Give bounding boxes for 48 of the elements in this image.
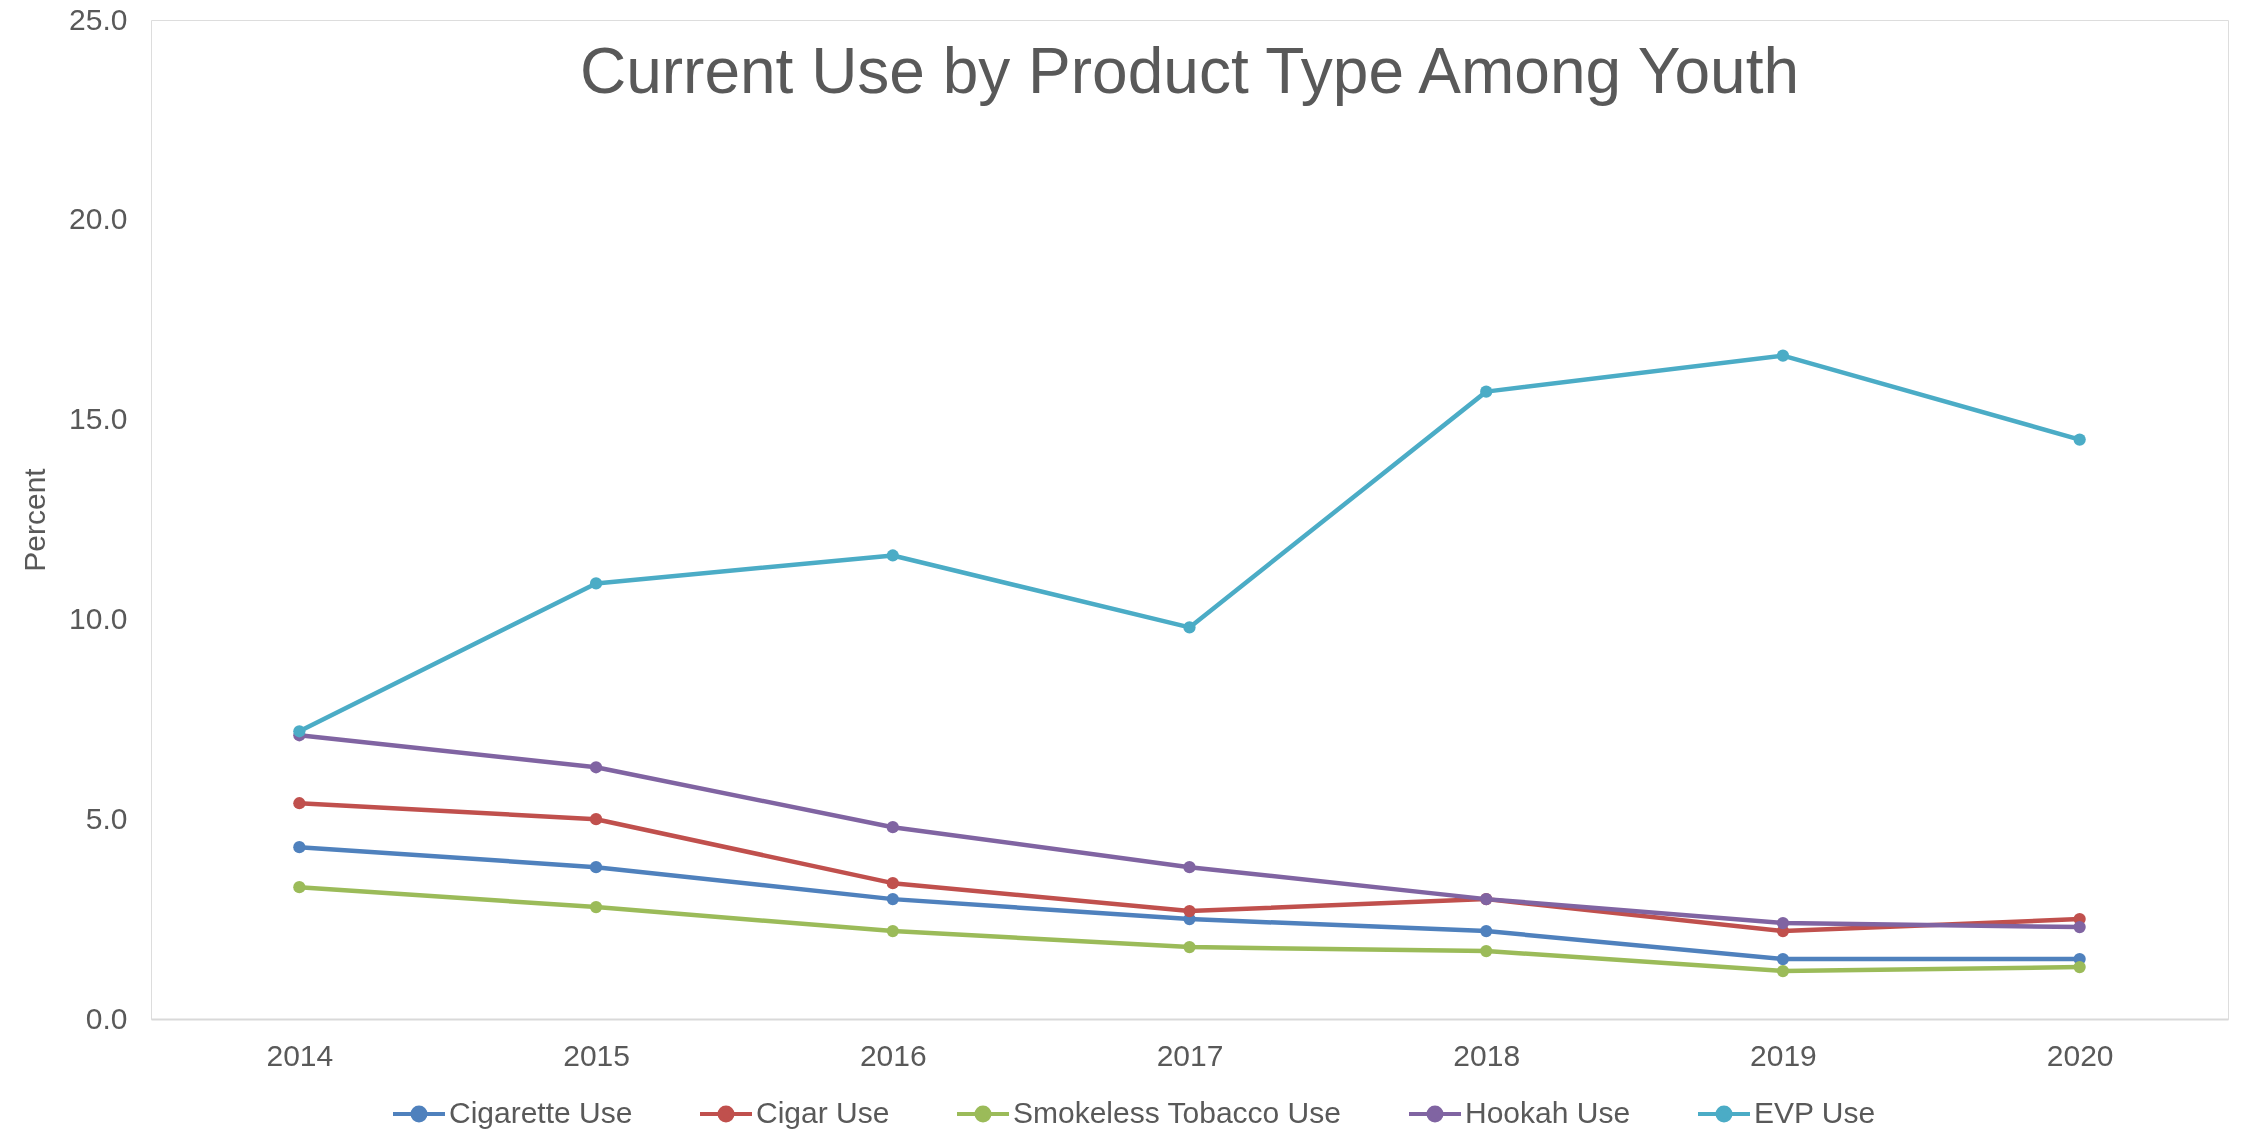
y-tick-label: 25.0 (69, 2, 128, 36)
point (589, 577, 603, 590)
point (1480, 944, 1493, 958)
point (2073, 433, 2086, 446)
x-tick-label: 2016 (859, 1038, 927, 1072)
point (886, 549, 899, 562)
y-tick-label: 10.0 (69, 601, 128, 635)
y-tick-label: 5.0 (85, 801, 128, 835)
point (589, 901, 603, 914)
point (1776, 916, 1790, 930)
point (293, 797, 306, 810)
point (1776, 349, 1790, 362)
legend-label: Smokeless Tobacco Use (1013, 1096, 1341, 1129)
x-tick-label: 2019 (1750, 1038, 1817, 1072)
point (1776, 952, 1790, 966)
x-tick-label: 2017 (1156, 1038, 1224, 1072)
legend-label: Cigarette Use (449, 1096, 633, 1129)
point (886, 893, 899, 906)
chart-title: Current Use by Product Type Among Youth (579, 35, 1800, 107)
point (1183, 940, 1196, 954)
point (1183, 905, 1196, 918)
point (1480, 924, 1493, 938)
point (886, 821, 899, 834)
point (2073, 960, 2086, 974)
point (1776, 964, 1790, 978)
point (293, 881, 306, 894)
x-tick-label: 2020 (2046, 1038, 2114, 1072)
point (886, 877, 899, 890)
point (589, 813, 603, 826)
point (1183, 621, 1196, 634)
legend-label: Cigar Use (756, 1096, 890, 1129)
y-tick-label: 0.0 (85, 1001, 128, 1035)
legend-label: EVP Use (1754, 1096, 1876, 1129)
point (293, 725, 306, 738)
y-tick-label: 15.0 (69, 402, 128, 436)
point (886, 924, 899, 938)
y-axis-title: Percent (18, 467, 52, 572)
point (2073, 920, 2086, 934)
point (293, 841, 306, 854)
point (1480, 385, 1493, 398)
x-tick-label: 2014 (266, 1038, 334, 1072)
y-tick-label: 20.0 (69, 202, 128, 236)
point (1183, 861, 1196, 874)
legend-label: Hookah Use (1465, 1096, 1631, 1129)
point (589, 861, 603, 874)
x-tick-label: 2015 (563, 1038, 630, 1072)
point (589, 761, 603, 774)
x-tick-label: 2018 (1453, 1038, 1521, 1072)
